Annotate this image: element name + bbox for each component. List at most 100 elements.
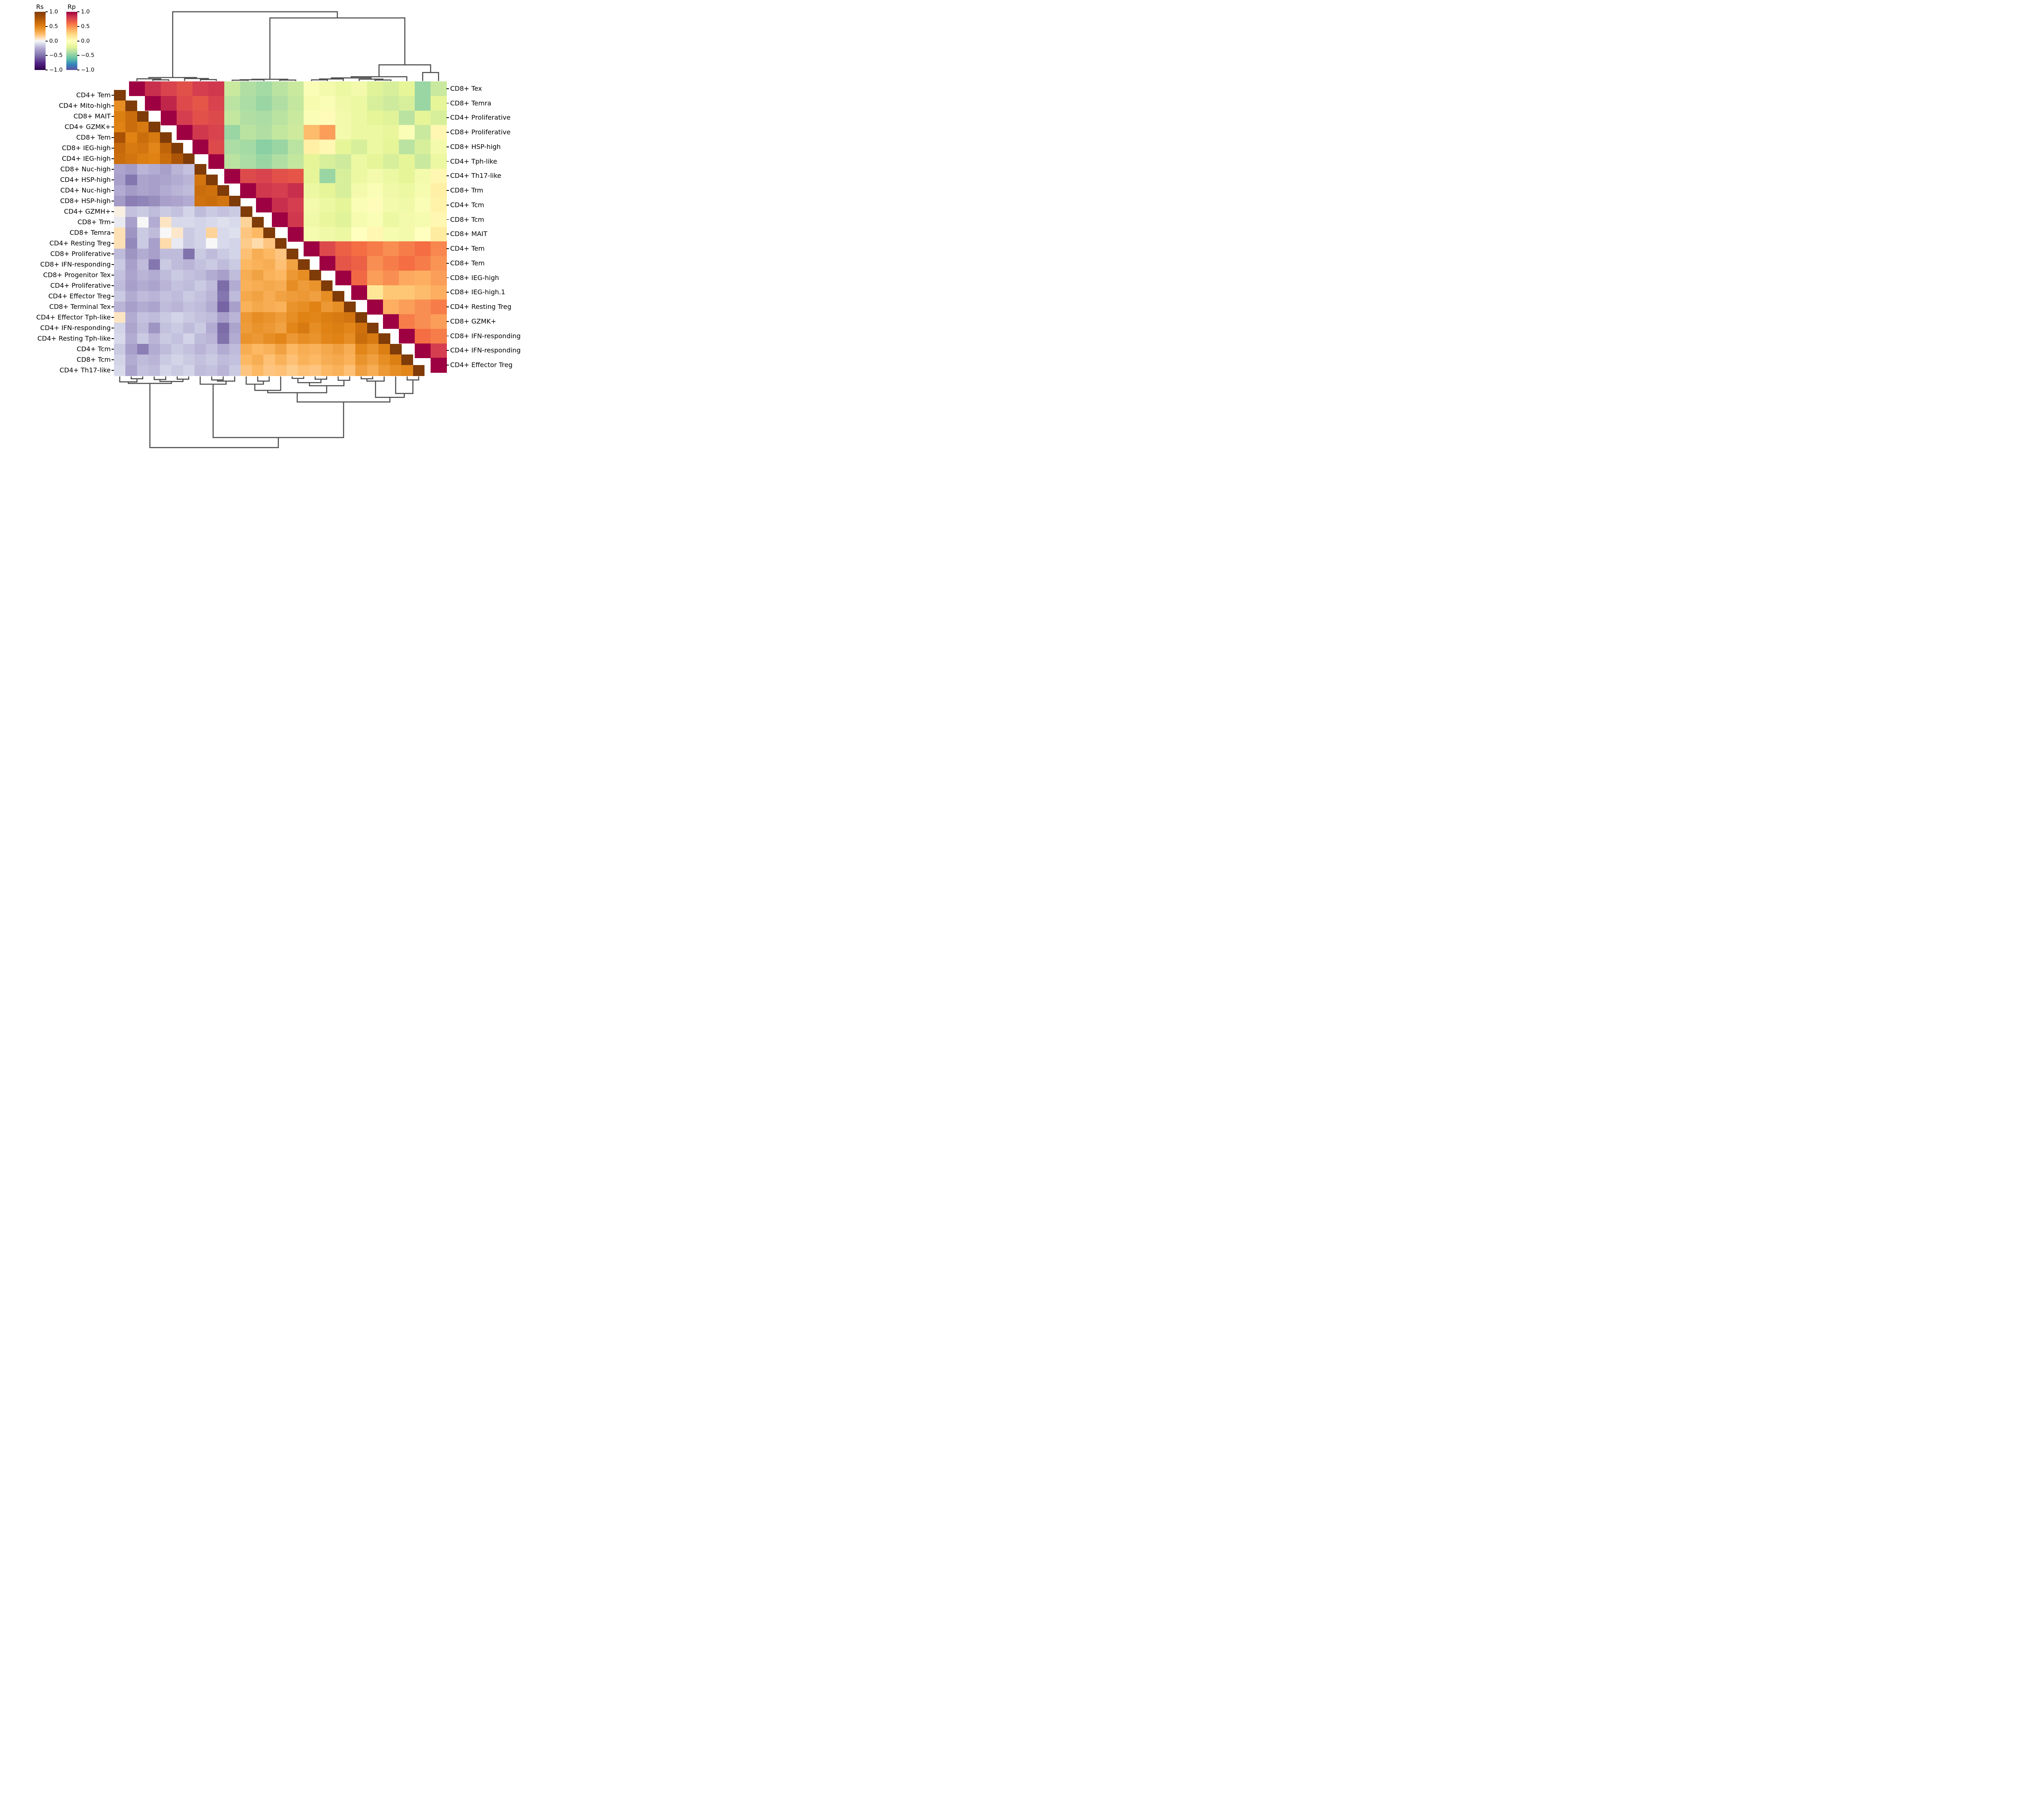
heatmap-cell — [183, 175, 195, 186]
axis-tick-right — [446, 117, 449, 118]
heatmap-cell — [183, 238, 195, 249]
heatmap-cell — [114, 344, 126, 355]
heatmap-cell — [399, 227, 415, 242]
row-label-left: CD8+ HSP-high — [60, 197, 111, 205]
heatmap-cell — [160, 291, 172, 302]
heatmap-cell — [367, 333, 379, 344]
heatmap-cell — [114, 270, 126, 281]
row-label-right: CD4+ Th17-like — [450, 172, 501, 180]
heatmap-cell — [399, 241, 415, 256]
heatmap-cell — [208, 154, 225, 169]
heatmap-cell — [148, 206, 160, 217]
heatmap-cell — [183, 312, 195, 323]
heatmap-cell — [344, 312, 356, 323]
heatmap-cell — [431, 328, 447, 344]
heatmap-cell — [161, 110, 177, 125]
heatmap-cell — [309, 270, 322, 281]
row-label-left: CD4+ Resting Tph-like — [37, 335, 111, 342]
heatmap-cell — [206, 249, 218, 260]
heatmap-cell — [194, 365, 206, 376]
heatmap-cell — [160, 312, 172, 323]
heatmap-cell — [415, 183, 431, 198]
heatmap-cell — [431, 256, 447, 271]
heatmap-cell — [183, 185, 195, 196]
heatmap-cell — [298, 365, 310, 376]
heatmap-cell — [229, 249, 241, 260]
heatmap-cell — [383, 110, 399, 125]
heatmap-cell — [383, 140, 399, 155]
heatmap-cell — [183, 280, 195, 291]
heatmap-cell — [288, 198, 304, 213]
heatmap-cell — [415, 81, 431, 96]
heatmap-cell — [194, 312, 206, 323]
heatmap-cell — [148, 365, 160, 376]
heatmap-cell — [319, 183, 336, 198]
heatmap-cell — [275, 354, 287, 365]
heatmap-cell — [319, 241, 336, 256]
heatmap-cell — [224, 154, 241, 169]
heatmap-cell — [208, 110, 225, 125]
heatmap-cell — [208, 81, 225, 96]
heatmap-cell — [351, 110, 368, 125]
heatmap-cell — [383, 227, 399, 242]
heatmap-cell — [252, 217, 264, 228]
heatmap-cell — [145, 96, 161, 111]
heatmap-cell — [160, 323, 172, 334]
heatmap-cell — [415, 328, 431, 344]
heatmap-cell — [288, 154, 304, 169]
heatmap-cell — [193, 81, 209, 96]
heatmap-cell — [298, 344, 310, 355]
heatmap-cell — [415, 270, 431, 286]
heatmap-cell — [399, 168, 415, 184]
heatmap-cell — [335, 270, 352, 286]
heatmap-cell — [240, 259, 252, 270]
heatmap-cell — [160, 365, 172, 376]
heatmap-cell — [263, 344, 276, 355]
heatmap-cell — [125, 122, 138, 133]
heatmap-cell — [183, 354, 195, 365]
heatmap-cell — [351, 270, 368, 286]
heatmap-cell — [194, 291, 206, 302]
heatmap-cell — [137, 132, 149, 143]
heatmap-cell — [240, 365, 252, 376]
heatmap-cell — [240, 344, 252, 355]
heatmap-cell — [125, 354, 138, 365]
heatmap-cell — [114, 196, 126, 207]
axis-tick-left — [112, 148, 114, 149]
heatmap-cell — [194, 238, 206, 249]
heatmap-cell — [263, 259, 276, 270]
heatmap-cell — [206, 354, 218, 365]
heatmap-cell — [275, 323, 287, 334]
row-label-right: CD4+ Tem — [450, 245, 485, 253]
heatmap-cell — [415, 300, 431, 315]
heatmap-cell — [275, 312, 287, 323]
heatmap-cell — [367, 227, 383, 242]
heatmap-cell — [137, 354, 149, 365]
heatmap-cell — [298, 280, 310, 291]
heatmap-cell — [217, 291, 230, 302]
heatmap-cell — [378, 344, 390, 355]
heatmap-cell — [275, 344, 287, 355]
heatmap-cell — [344, 333, 356, 344]
row-label-left: CD4+ IEG-high — [61, 155, 111, 162]
heatmap-cell — [431, 81, 447, 96]
axis-tick-right — [446, 103, 449, 104]
heatmap-cell — [137, 164, 149, 175]
heatmap-cell — [183, 365, 195, 376]
axis-tick-left — [112, 137, 114, 138]
heatmap-cell — [125, 164, 138, 175]
heatmap-cell — [383, 285, 399, 300]
heatmap-cell — [304, 154, 320, 169]
row-label-left: CD8+ Progenitor Tex — [43, 271, 111, 279]
heatmap-cell — [206, 323, 218, 334]
row-label-left: CD4+ Tem — [76, 91, 111, 99]
heatmap-cell — [183, 323, 195, 334]
heatmap-cell — [240, 291, 252, 302]
axis-tick-right — [446, 248, 449, 249]
heatmap-cell — [114, 185, 126, 196]
row-label-right: CD4+ Tph-like — [450, 157, 497, 165]
heatmap-cell — [431, 183, 447, 198]
heatmap-cell — [240, 312, 252, 323]
heatmap-cell — [288, 227, 304, 242]
heatmap-cell — [319, 125, 336, 140]
